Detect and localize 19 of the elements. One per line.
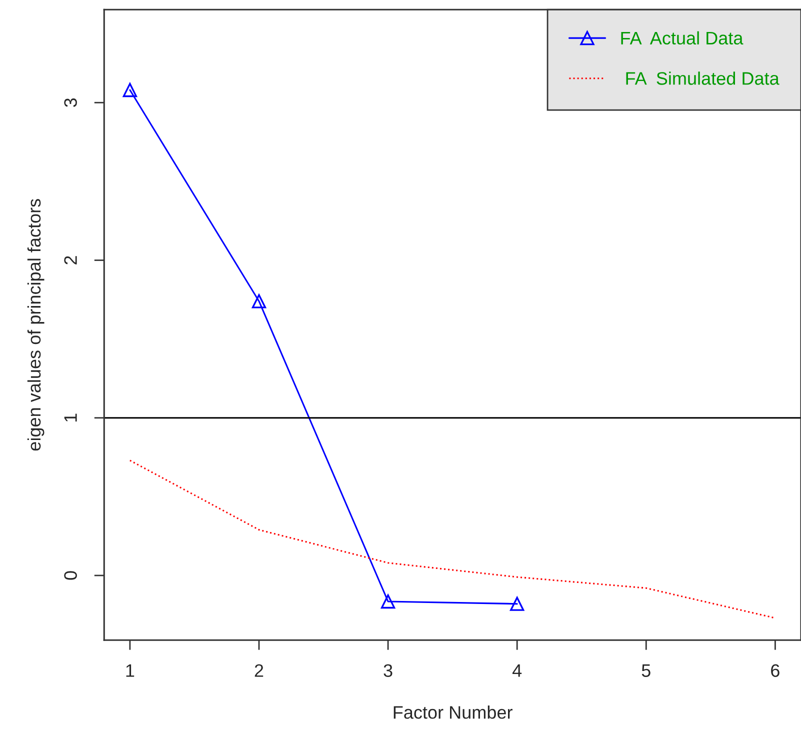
y-tick-label: 0 — [64, 571, 77, 580]
x-tick-label: 5 — [642, 664, 650, 677]
x-axis-title: Factor Number — [394, 706, 512, 719]
y-tick-label: 2 — [64, 256, 77, 264]
point — [380, 594, 396, 609]
y-tick-label: 3 — [64, 98, 77, 107]
x-tick-label: 3 — [384, 664, 392, 677]
y-tick-label: 1 — [64, 414, 77, 422]
point — [252, 294, 266, 308]
x-tick-label: 1 — [126, 664, 134, 677]
x-tick-label: 2 — [254, 664, 264, 677]
x-tick-label: 4 — [512, 664, 522, 677]
point — [122, 82, 138, 98]
y-axis-title: eigen values of principal factors — [27, 199, 44, 451]
line-series — [129, 460, 776, 619]
x-tick-label: 6 — [771, 664, 780, 677]
point — [510, 596, 524, 611]
legend-label: FA Simulated Data — [626, 72, 780, 85]
legend-label: FA Actual Data — [621, 31, 744, 45]
